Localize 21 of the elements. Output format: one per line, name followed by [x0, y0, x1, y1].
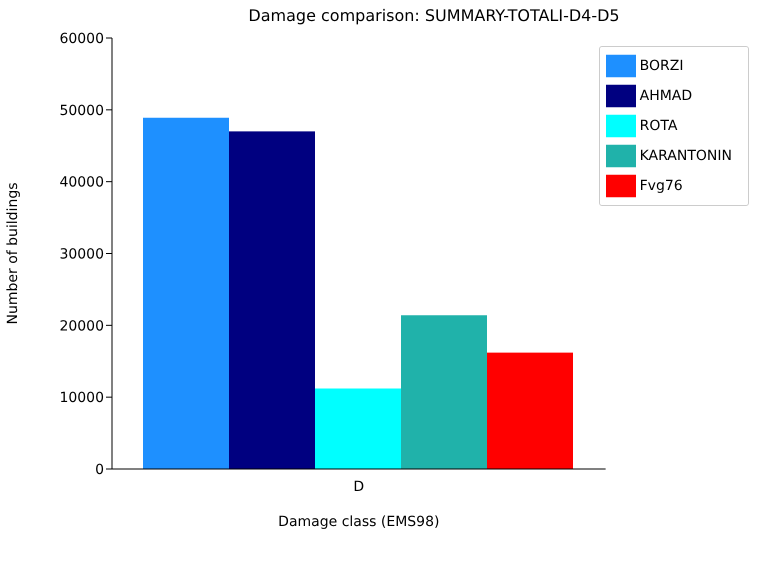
legend-label: BORZI [640, 58, 684, 74]
bar [315, 388, 401, 469]
legend-label: Fvg76 [640, 178, 683, 194]
bar [401, 315, 487, 469]
y-tick-label: 10000 [59, 390, 104, 406]
y-tick-label: 0 [95, 462, 104, 478]
legend-label: AHMAD [640, 88, 692, 104]
bar [229, 131, 315, 469]
y-tick-label: 20000 [59, 318, 104, 334]
y-tick-label: 60000 [59, 30, 104, 47]
y-tick-label: 40000 [59, 174, 104, 191]
bar [487, 352, 573, 469]
y-tick-label: 30000 [59, 246, 104, 262]
y-axis-title: Number of buildings [4, 182, 21, 325]
y-tick-label: 50000 [59, 102, 104, 119]
x-tick-label: D [353, 479, 364, 495]
bar [143, 118, 229, 469]
legend-label: KARANTONIN [640, 148, 732, 164]
chart-title: Damage comparison: SUMMARY-TOTALI-D4-D5 [247, 6, 621, 25]
x-axis-title: Damage class (EMS98) [278, 514, 440, 530]
legend-label: ROTA [640, 118, 678, 134]
